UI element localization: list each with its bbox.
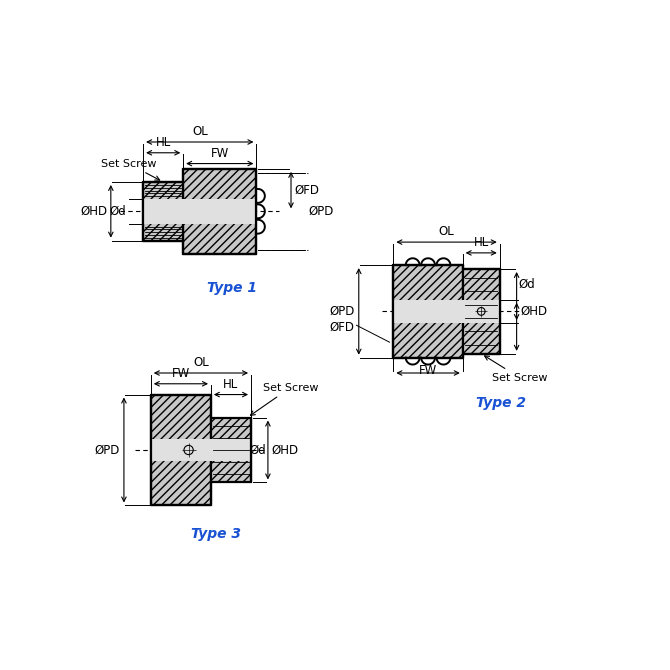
Bar (211, 417, 251, 482)
Text: OL: OL (192, 125, 208, 138)
Text: ØHD: ØHD (272, 444, 299, 456)
Bar (183, 169, 257, 254)
Text: Set Screw: Set Screw (484, 356, 547, 383)
Bar (143, 199, 257, 224)
Text: Ød: Ød (518, 277, 535, 291)
Bar (393, 265, 463, 358)
Text: ØHD: ØHD (80, 205, 108, 218)
Text: Ød: Ød (109, 205, 126, 218)
Bar (151, 440, 251, 461)
Text: ØHD: ØHD (521, 305, 547, 318)
Text: HL: HL (155, 136, 171, 149)
Text: FW: FW (172, 367, 190, 380)
Text: FW: FW (419, 364, 438, 377)
Bar (143, 182, 183, 241)
Text: ØFD: ØFD (330, 320, 355, 333)
Text: Ød: Ød (250, 444, 267, 456)
Text: Type 2: Type 2 (476, 396, 526, 410)
Text: ØPD: ØPD (309, 205, 334, 218)
Text: ØFD: ØFD (295, 184, 320, 196)
Text: HL: HL (223, 378, 239, 391)
Text: Type 1: Type 1 (207, 281, 257, 295)
Text: OL: OL (439, 225, 454, 239)
Text: ØPD: ØPD (94, 444, 120, 456)
Text: Set Screw: Set Screw (100, 159, 159, 180)
Text: OL: OL (193, 356, 209, 369)
Text: Set Screw: Set Screw (251, 383, 318, 415)
Text: Type 3: Type 3 (192, 527, 241, 541)
Text: ØPD: ØPD (330, 305, 355, 318)
Text: HL: HL (474, 236, 489, 249)
Text: FW: FW (210, 147, 229, 159)
Bar (463, 269, 500, 354)
Bar (151, 395, 211, 505)
Bar (393, 300, 500, 323)
